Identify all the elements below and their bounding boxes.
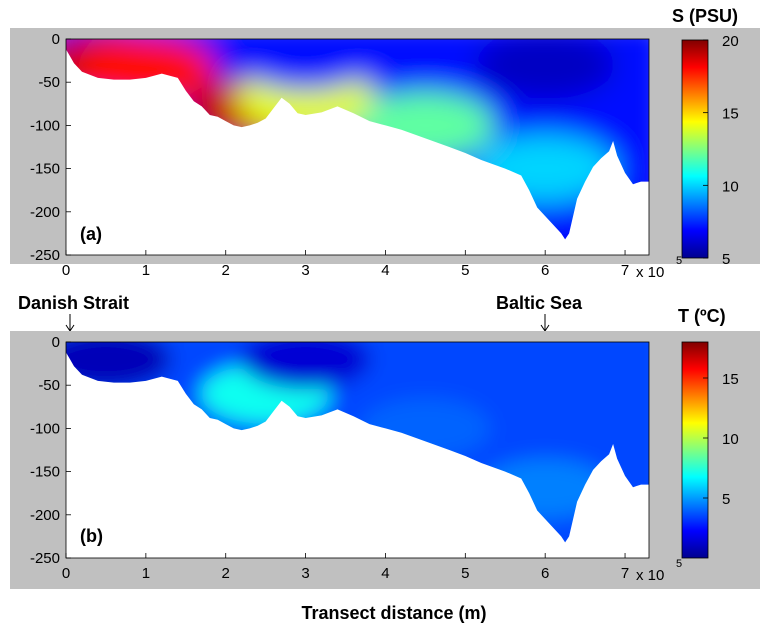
panel-b-label: (b) — [80, 526, 103, 546]
panel-a-colorbar-tick-label: 20 — [722, 33, 739, 50]
panel-a-x-tick-label: 5 — [461, 262, 469, 279]
panel-b-y-tick-label: 0 — [52, 334, 60, 351]
panel-a-x-tick-label: 0 — [62, 262, 70, 279]
panel-b-x-multiplier: x 10 — [636, 567, 664, 584]
panel-a-x-tick-label: 6 — [541, 262, 549, 279]
panel-b-x-tick-label: 1 — [142, 565, 150, 582]
panel-a-colorbar-ticks: 20 15 10 5 — [703, 33, 739, 268]
x-axis-title: Transect distance (m) — [301, 603, 486, 623]
panel-b-x-tick-label: 0 — [62, 565, 70, 582]
panel-a-y-tick-label: -250 — [30, 247, 60, 264]
station-label-baltic-sea: Baltic Sea — [496, 293, 583, 313]
panel-a-axes-box — [65, 38, 650, 256]
panel-a: 0 1 2 3 4 5 6 70-50-100-150-200-250 (a) x 10 5 … — [10, 6, 760, 281]
panel-b-y-tick-label: -200 — [30, 507, 60, 524]
panel-b: 0 1 2 3 4 5 6 70-50-100-150-200-250 (b) x 10 5 … — [10, 306, 760, 589]
panel-b-colorbar-title: T (ºC) — [678, 306, 726, 326]
panel-a-field-point-7 — [475, 39, 616, 99]
panel-b-y-tick-label: -50 — [38, 377, 60, 394]
panel-a-x-multiplier: x 10 — [636, 264, 664, 281]
panel-a-label: (a) — [80, 224, 102, 244]
panel-b-y-tick-label: -150 — [30, 464, 60, 481]
panel-b-field-point-2 — [240, 342, 371, 390]
panel-a-x-tick-label: 3 — [301, 262, 309, 279]
panel-a-x-tick-label: 1 — [142, 262, 150, 279]
panel-b-colorbar-ticks: 15 10 5 — [703, 371, 739, 508]
panel-a-axes: 0 1 2 3 4 5 6 7 0 -50 -100 -150 -200 -250 — [30, 31, 629, 279]
panel-b-x-tick-label: 3 — [301, 565, 309, 582]
panel-b-y-tick-label: -250 — [30, 550, 60, 567]
panel-a-colorbar — [681, 39, 709, 259]
panel-a-x-tick-label: 7 — [621, 262, 629, 279]
panel-a-x-tick-label: 2 — [222, 262, 230, 279]
panel-a-y-tick-label: -50 — [38, 74, 60, 91]
panel-a-x-tick-label: 4 — [381, 262, 389, 279]
panel-b-x-multiplier-exp: 5 — [676, 558, 682, 570]
panel-a-colorbar-tick-label: 10 — [722, 178, 739, 195]
panel-a-colorbar-tick-label: 5 — [722, 251, 730, 268]
panel-a-y-tick-label: -150 — [30, 161, 60, 178]
panel-a-colorbar-title: S (PSU) — [672, 6, 738, 26]
panel-b-x-tick-label: 2 — [222, 565, 230, 582]
panel-b-y-tick-label: -100 — [30, 420, 60, 437]
panel-b-axes-box — [65, 341, 650, 559]
station-label-danish-strait: Danish Strait — [18, 293, 129, 313]
panel-a-y-tick-label: -100 — [30, 117, 60, 134]
panel-a-y-tick-label: -200 — [30, 204, 60, 221]
panel-b-colorbar-tick-label: 5 — [722, 491, 730, 508]
down-arrow-icon — [65, 314, 75, 332]
panel-b-x-tick-label: 7 — [621, 565, 629, 582]
panel-b-x-tick-label: 5 — [461, 565, 469, 582]
panel-b-x-tick-label: 4 — [381, 565, 389, 582]
panel-b-colorbar-tick-label: 10 — [722, 431, 739, 448]
panel-b-colorbar-tick-label: 15 — [722, 371, 739, 388]
panel-a-colorbar-tick-label: 15 — [722, 106, 739, 123]
panel-b-axes: 0 1 2 3 4 5 6 7 0 -50 -100 -150 -200 -250 — [30, 334, 629, 582]
panel-b-x-tick-label: 6 — [541, 565, 549, 582]
panel-b-colorbar — [681, 341, 709, 559]
down-arrow-icon — [540, 314, 550, 332]
panel-a-x-multiplier-exp: 5 — [676, 255, 682, 267]
panel-a-y-tick-label: 0 — [52, 31, 60, 48]
